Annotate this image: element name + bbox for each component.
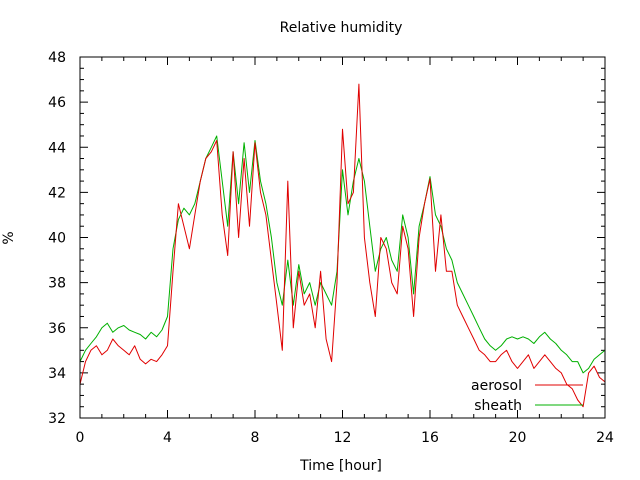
x-axis-label: Time [hour] [299,458,382,474]
y-axis-label: % [1,231,17,244]
plot-series [79,83,606,408]
y-tick-label: 48 [48,50,66,66]
x-tick-label: 12 [334,430,352,446]
y-tick-label: 34 [48,366,66,382]
x-tick-label: 20 [509,430,527,446]
series-line-aerosol [79,83,606,408]
y-tick-label: 32 [48,411,66,427]
y-tick-label: 42 [48,185,66,201]
legend: aerosol sheath [471,378,583,414]
x-tick-label: 8 [251,430,260,446]
plot-frame [79,56,606,419]
y-tick-label: 38 [48,276,66,292]
x-tick-label: 0 [76,430,85,446]
x-tick-label: 24 [596,430,614,446]
legend-label-sheath: sheath [474,398,522,414]
x-tick-label: 4 [163,430,172,446]
legend-label-aerosol: aerosol [471,378,522,394]
x-tick-label: 16 [421,430,439,446]
series-line-sheath [79,135,606,374]
y-tick-label: 40 [48,231,66,247]
chart-title: Relative humidity [280,20,403,36]
y-tick-label: 36 [48,321,66,337]
y-tick-label: 44 [48,140,66,156]
y-tick-label: 46 [48,95,66,111]
